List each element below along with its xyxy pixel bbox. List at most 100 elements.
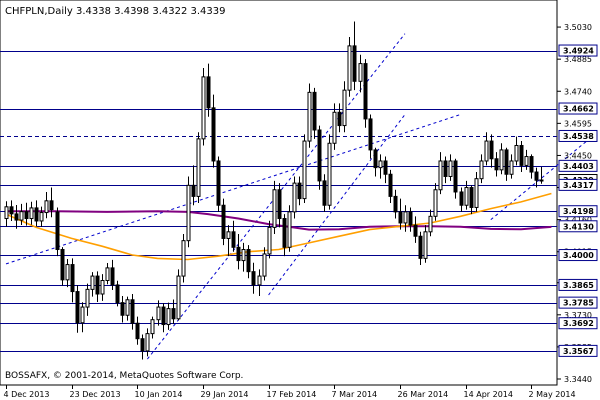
candle-body-down — [494, 158, 499, 171]
candle-body-up — [125, 299, 130, 316]
time-axis: 4 Dec 2013 23 Dec 2013 10 Jan 2014 29 Jan 2… — [4, 385, 576, 399]
level-price-badge — [558, 344, 598, 357]
candle-body-down — [191, 184, 196, 197]
price-tick-label: 3.3730 — [564, 311, 592, 320]
candle-body-down — [373, 149, 378, 169]
candle-body-up — [145, 333, 150, 352]
level-price-badge — [558, 205, 598, 218]
time-tick-label: 4 Dec 2013 — [4, 390, 50, 399]
candle-body-down — [418, 235, 423, 259]
candle-body-up — [29, 207, 34, 220]
level-price-badge — [558, 249, 598, 262]
candle-body-down — [277, 189, 282, 220]
time-tick-label: 7 Mar 2014 — [332, 390, 378, 399]
level-price-badge — [558, 220, 598, 233]
time-tick-label: 17 Feb 2014 — [267, 390, 317, 399]
candle-body-up — [539, 179, 544, 182]
candle-body-down — [49, 200, 54, 211]
candle-body-up — [347, 45, 352, 91]
candle-body-down — [130, 299, 135, 324]
candle-body-down — [70, 264, 75, 293]
candle-body-up — [85, 288, 90, 308]
candle-body-down — [75, 291, 80, 324]
candle-body-down — [443, 160, 448, 177]
candle-body-down — [171, 308, 176, 320]
price-tick-label: 3.4740 — [564, 87, 592, 96]
candle-body-up — [307, 91, 312, 142]
candle-body-up — [358, 63, 363, 82]
candle-body-down — [161, 306, 166, 326]
candle-body-down — [393, 195, 398, 213]
level-price-badge — [558, 44, 598, 57]
time-tick-label: 10 Jan 2014 — [135, 390, 183, 399]
candle-body-down — [14, 213, 19, 221]
candle-body-up — [257, 275, 262, 286]
candle-body-down — [135, 322, 140, 340]
horizontal-levels — [0, 51, 557, 352]
price-tick-label: 3.3440 — [564, 375, 592, 384]
level-price-label: 3.4924 — [563, 47, 594, 56]
level-price-label: 3.4130 — [563, 222, 594, 231]
candle-body-up — [105, 267, 110, 282]
candle-body-up — [484, 140, 489, 162]
candle-body-up — [100, 280, 105, 295]
candle-body-down — [504, 149, 509, 175]
candle-body-down — [363, 63, 368, 120]
price-tick-label: 3.4885 — [564, 55, 592, 64]
candle-body-down — [469, 187, 474, 208]
level-price-label: 3.3865 — [563, 281, 594, 290]
level-price-label: 3.3785 — [563, 299, 594, 308]
candle-body-up — [403, 211, 408, 224]
candle-body-up — [332, 111, 337, 144]
candle-body-down — [60, 249, 65, 281]
candle-body-up — [378, 160, 383, 169]
candle-body-up — [428, 215, 433, 233]
candle-body-down — [408, 211, 413, 226]
candle-body-down — [368, 118, 373, 151]
level-price-label: 3.4000 — [563, 251, 594, 260]
candle-body-up — [186, 184, 191, 242]
candle-body-up — [4, 206, 9, 220]
candle-body-down — [120, 302, 125, 316]
trend-line — [5, 114, 461, 265]
level-price-label: 3.4403 — [563, 162, 594, 171]
moving-average-slow — [6, 210, 552, 231]
candle-body-up — [272, 189, 277, 228]
candle-body-up — [166, 308, 171, 326]
moving-averages — [5, 192, 552, 261]
level-price-badge — [558, 278, 598, 291]
trend-line — [268, 114, 406, 296]
candle-body-down — [55, 211, 60, 251]
candle-body-down — [246, 249, 251, 273]
level-price-badge — [558, 296, 598, 309]
candle-body-down — [352, 45, 357, 82]
candle-body-up — [181, 240, 186, 277]
candle-body-up — [176, 275, 181, 320]
candle-body-down — [529, 156, 534, 173]
level-price-label: 3.3567 — [563, 347, 594, 356]
time-tick-label: 14 Apr 2014 — [464, 390, 513, 399]
candle-body-up — [150, 319, 155, 335]
candle-body-up — [19, 211, 24, 221]
candle-body-down — [236, 246, 241, 262]
candle-body-down — [383, 160, 388, 175]
level-price-badge — [558, 129, 598, 142]
candle-body-down — [231, 231, 236, 248]
candle-body-up — [438, 160, 443, 191]
candle-body-down — [216, 160, 221, 206]
candle-body-up — [196, 138, 201, 197]
level-price-label: 3.4662 — [563, 105, 594, 114]
level-price-badge — [558, 317, 598, 330]
candle-body-up — [474, 178, 479, 208]
candle-body-up — [509, 160, 514, 175]
candle-body-down — [211, 107, 216, 162]
level-price-badge — [558, 159, 598, 172]
level-price-labels: 3.49243.46623.45383.44033.43393.43173.41… — [558, 44, 598, 357]
time-tick-label: 29 Jan 2014 — [201, 390, 249, 399]
candle-body-down — [251, 271, 256, 286]
candle-body-up — [156, 306, 161, 321]
candle-body-up — [44, 200, 49, 214]
candle-body-up — [65, 264, 70, 281]
